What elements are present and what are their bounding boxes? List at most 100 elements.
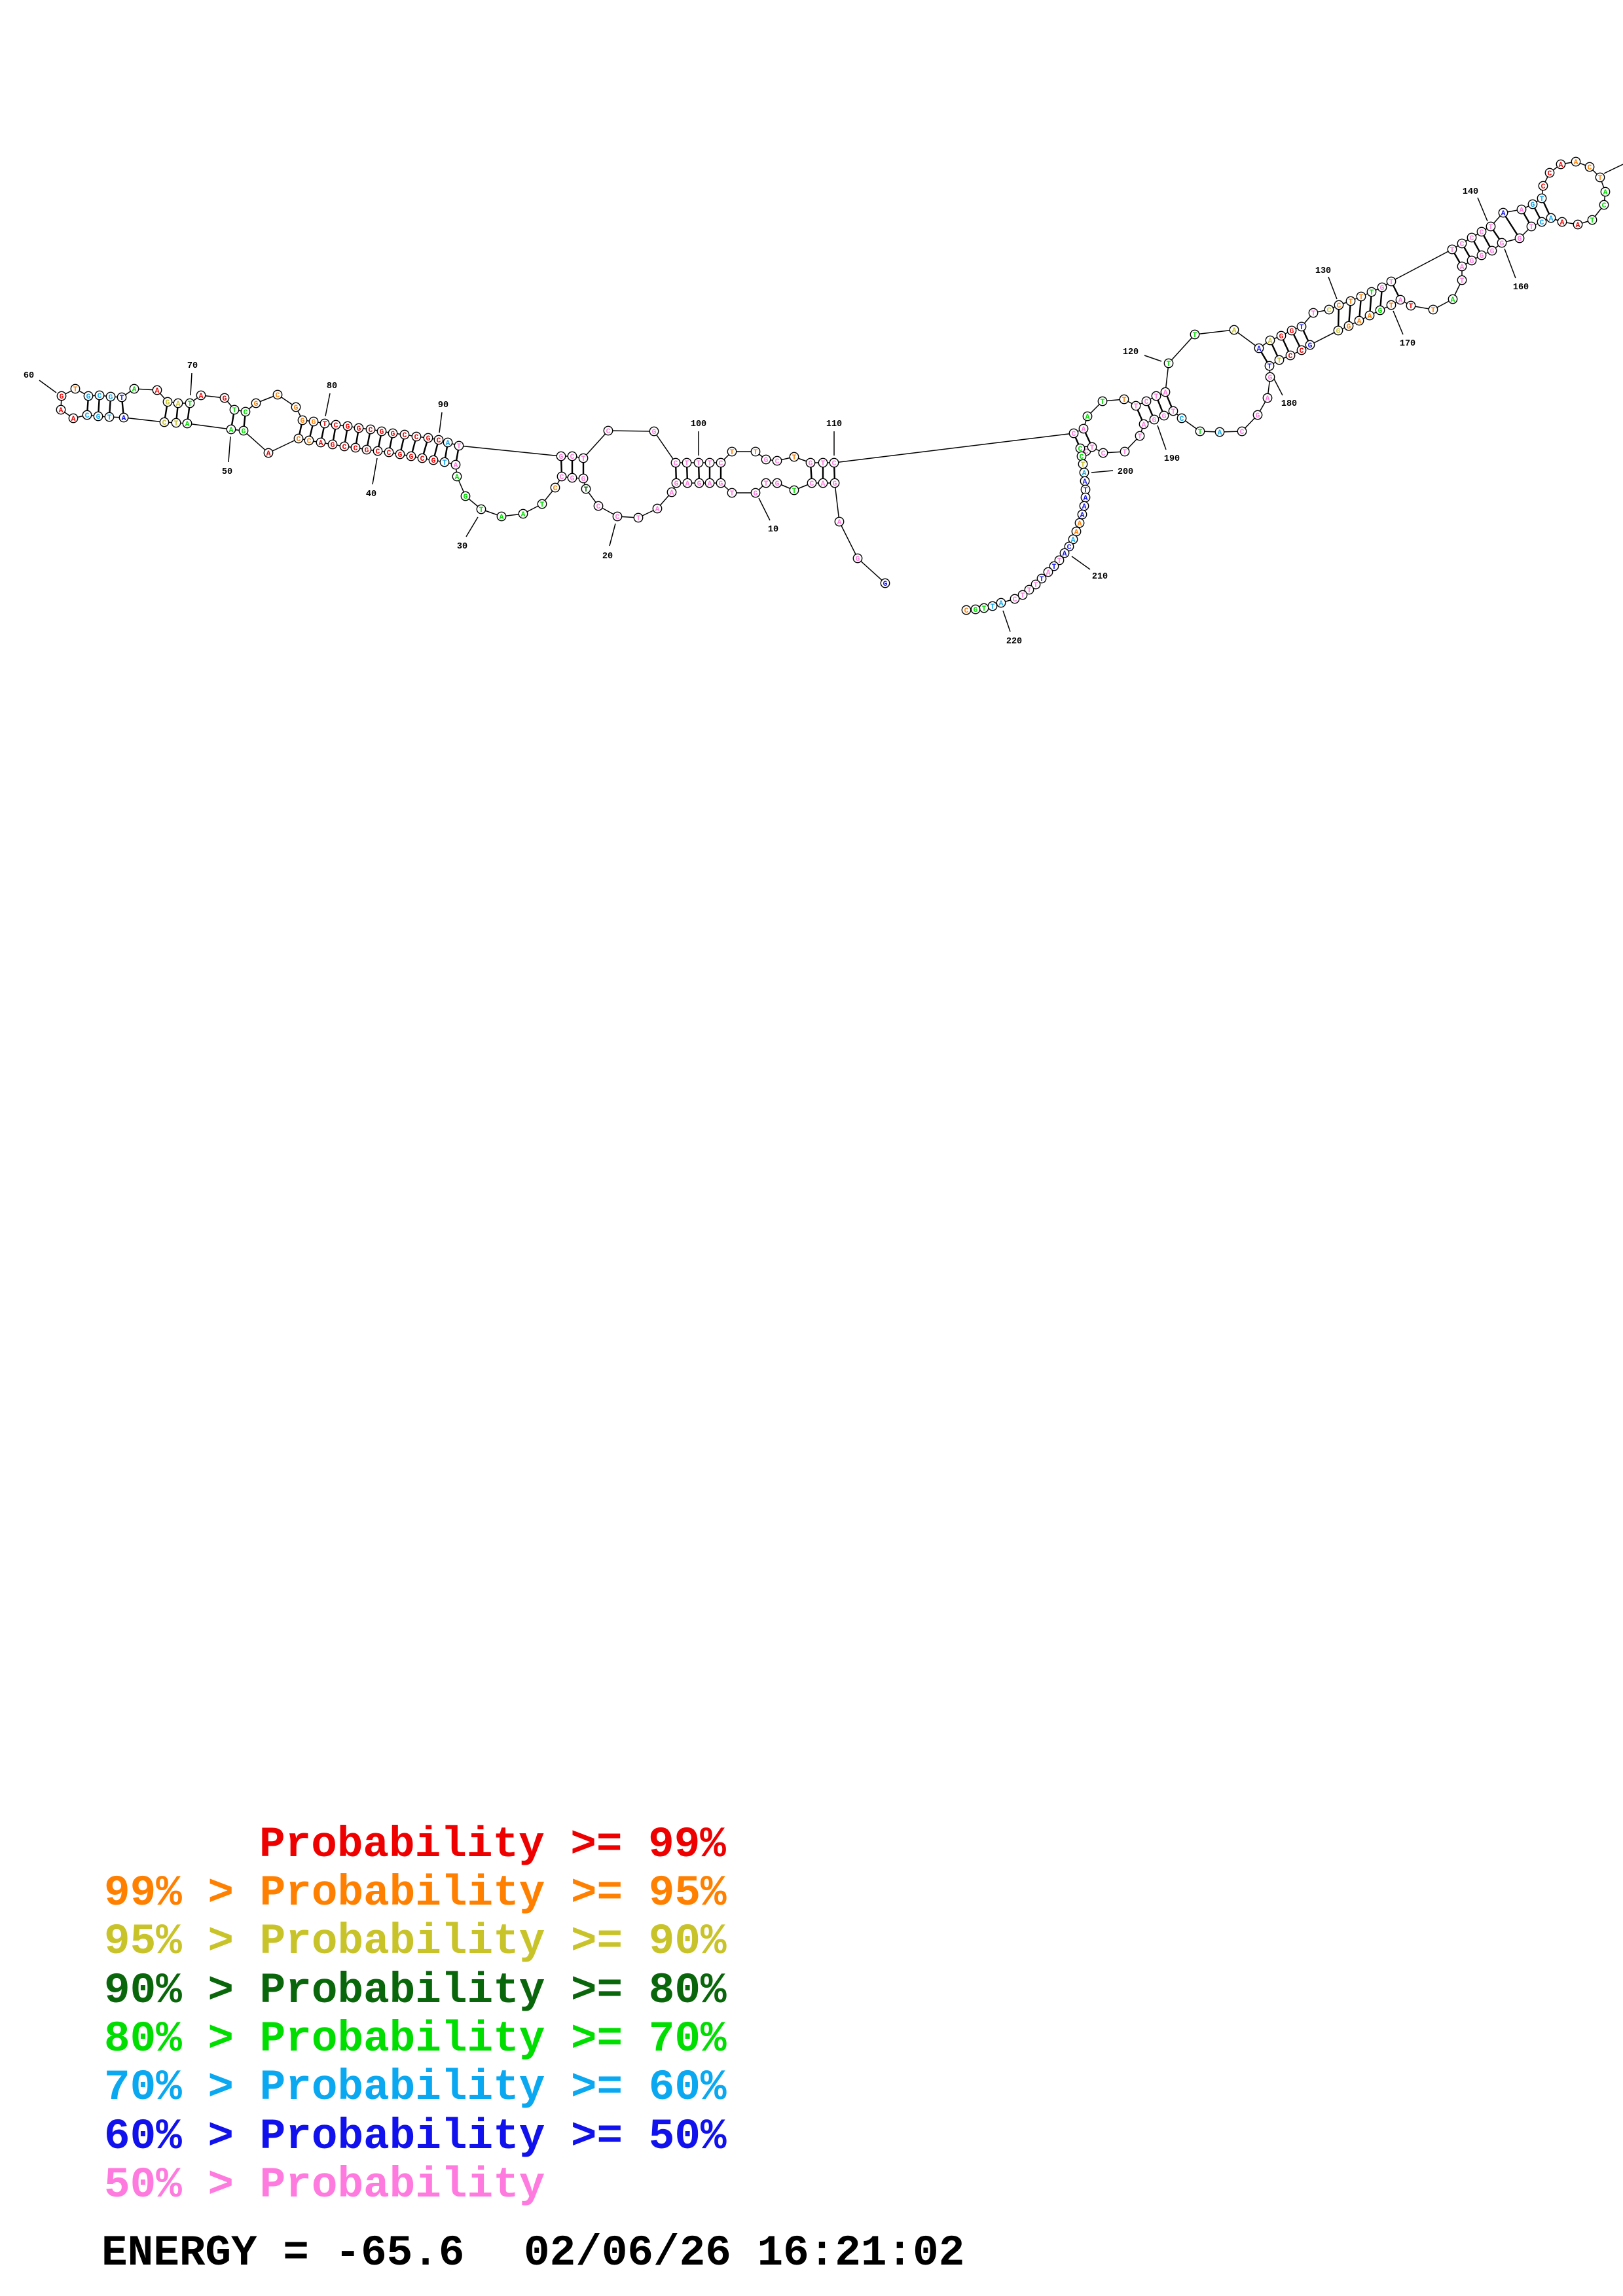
svg-text:T: T xyxy=(1598,175,1603,183)
svg-text:G: G xyxy=(1336,328,1341,336)
svg-text:80: 80 xyxy=(327,382,337,391)
svg-text:A: A xyxy=(670,490,674,497)
svg-text:G: G xyxy=(719,480,723,488)
svg-text:C: C xyxy=(1288,353,1293,361)
svg-text:C: C xyxy=(369,427,373,435)
svg-text:G: G xyxy=(301,418,305,425)
svg-text:C: C xyxy=(403,432,407,440)
svg-text:T: T xyxy=(188,401,192,408)
svg-text:C: C xyxy=(1602,202,1607,210)
svg-text:G: G xyxy=(398,452,403,459)
svg-text:C: C xyxy=(1470,235,1474,243)
svg-text:C: C xyxy=(98,393,102,401)
svg-text:T: T xyxy=(323,421,327,429)
svg-text:T: T xyxy=(1052,564,1057,571)
svg-text:T: T xyxy=(1081,461,1085,469)
svg-text:A: A xyxy=(455,474,460,482)
svg-text:C: C xyxy=(719,460,723,468)
svg-text:C: C xyxy=(1540,219,1544,227)
svg-text:02/06/26 16:21:02: 02/06/26 16:21:02 xyxy=(524,2229,964,2278)
svg-text:G: G xyxy=(856,556,860,564)
svg-text:T: T xyxy=(1370,289,1374,297)
svg-text:T: T xyxy=(1021,592,1025,600)
svg-text:ENERGY = -65.6: ENERGY = -65.6 xyxy=(101,2229,465,2278)
svg-text:T: T xyxy=(1090,444,1095,452)
svg-text:T: T xyxy=(730,449,735,457)
svg-text:C: C xyxy=(342,444,347,452)
svg-text:A: A xyxy=(454,462,458,470)
svg-text:120: 120 xyxy=(1123,348,1139,357)
svg-text:C: C xyxy=(1084,448,1089,456)
svg-text:T: T xyxy=(1027,587,1032,595)
svg-text:G: G xyxy=(754,490,758,498)
svg-text:T: T xyxy=(1359,294,1364,302)
svg-text:G: G xyxy=(1290,328,1294,336)
svg-text:G: G xyxy=(1256,412,1260,420)
svg-text:T: T xyxy=(1123,449,1127,457)
svg-text:T: T xyxy=(232,407,237,415)
svg-text:T: T xyxy=(443,459,447,467)
svg-text:G: G xyxy=(331,442,335,450)
svg-text:C: C xyxy=(1144,399,1149,406)
svg-text:C: C xyxy=(420,456,425,463)
svg-text:T: T xyxy=(1138,433,1142,441)
svg-text:G: G xyxy=(775,480,780,488)
svg-text:A: A xyxy=(266,450,271,458)
svg-text:A: A xyxy=(319,440,323,448)
svg-text:A: A xyxy=(1501,210,1506,218)
svg-text:G: G xyxy=(581,476,586,484)
svg-text:A: A xyxy=(199,393,204,401)
svg-text:T: T xyxy=(1349,298,1353,306)
svg-text:T: T xyxy=(1540,196,1544,204)
svg-text:A: A xyxy=(685,480,690,488)
svg-text:C: C xyxy=(387,450,392,457)
svg-text:T: T xyxy=(1193,332,1197,340)
svg-text:C: C xyxy=(1101,450,1106,458)
svg-text:99% > Probability >= 95%: 99% > Probability >= 95% xyxy=(104,1869,727,1918)
svg-text:A: A xyxy=(185,421,190,429)
svg-text:G: G xyxy=(1380,285,1385,293)
svg-text:A: A xyxy=(59,407,64,415)
svg-text:130: 130 xyxy=(1315,266,1331,276)
svg-text:T: T xyxy=(1134,403,1139,411)
svg-text:G: G xyxy=(1470,258,1474,266)
svg-text:G: G xyxy=(652,429,657,437)
svg-text:G: G xyxy=(1347,323,1351,331)
svg-text:A: A xyxy=(1142,422,1146,429)
svg-text:A: A xyxy=(1574,159,1578,167)
svg-text:A: A xyxy=(176,401,181,408)
svg-text:T: T xyxy=(1154,393,1159,401)
svg-text:C: C xyxy=(674,460,678,468)
svg-text:T: T xyxy=(1034,582,1038,590)
svg-text:C: C xyxy=(1067,544,1072,552)
svg-text:G: G xyxy=(1308,342,1313,350)
svg-text:T: T xyxy=(636,515,641,523)
svg-text:T: T xyxy=(73,386,78,394)
svg-text:C: C xyxy=(307,438,312,446)
svg-text:G: G xyxy=(409,454,414,461)
svg-text:C: C xyxy=(615,514,620,522)
svg-text:95% > Probability >= 90%: 95% > Probability >= 90% xyxy=(104,1917,727,1966)
svg-text:170: 170 xyxy=(1400,339,1415,349)
svg-text:G: G xyxy=(166,399,170,407)
svg-text:200: 200 xyxy=(1118,467,1133,477)
svg-text:A: A xyxy=(1266,395,1270,403)
svg-text:A: A xyxy=(1559,162,1563,170)
svg-text:70% > Probability >= 60%: 70% > Probability >= 60% xyxy=(104,2063,727,2112)
svg-text:G: G xyxy=(254,401,259,408)
svg-text:T: T xyxy=(982,605,987,613)
svg-text:G: G xyxy=(809,460,813,468)
svg-text:C: C xyxy=(964,607,969,615)
svg-text:A: A xyxy=(655,506,660,514)
svg-text:A: A xyxy=(1084,495,1088,503)
svg-text:T: T xyxy=(1057,558,1062,565)
svg-text:20: 20 xyxy=(602,552,613,562)
svg-text:C: C xyxy=(85,412,90,420)
svg-text:50: 50 xyxy=(222,467,232,477)
svg-text:T: T xyxy=(1171,408,1176,416)
svg-text:A: A xyxy=(500,514,504,522)
svg-text:C: C xyxy=(553,485,558,493)
svg-text:60% > Probability >= 50%: 60% > Probability >= 50% xyxy=(104,2112,727,2161)
svg-text:G: G xyxy=(559,454,564,461)
svg-text:T: T xyxy=(792,454,797,462)
